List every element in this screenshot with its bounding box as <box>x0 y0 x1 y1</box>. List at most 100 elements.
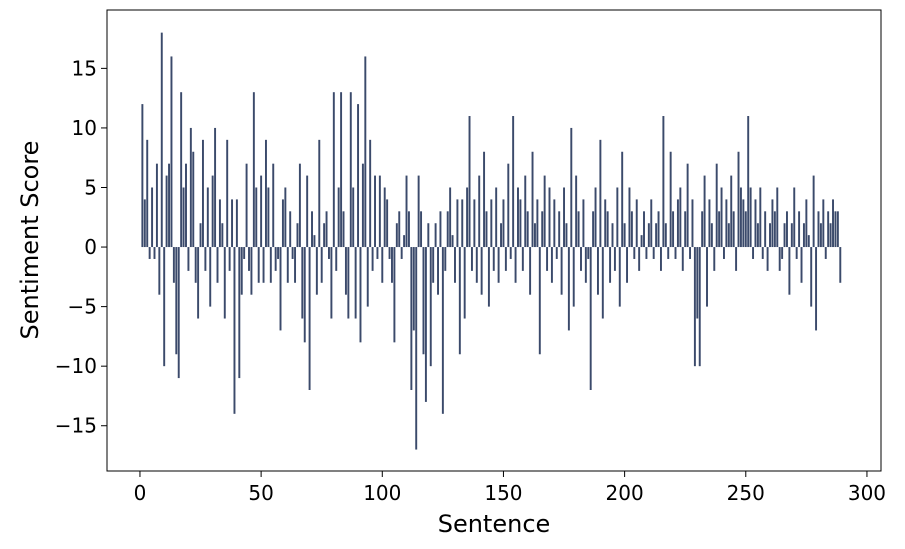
bar <box>233 247 236 414</box>
bar <box>466 187 469 248</box>
bar <box>272 163 275 248</box>
bar <box>340 92 343 248</box>
bar <box>240 247 243 295</box>
bar <box>381 247 384 283</box>
bar <box>420 211 423 248</box>
bar <box>495 187 498 248</box>
x-axis-label: Sentence <box>438 510 551 538</box>
bar <box>298 163 301 248</box>
bar <box>301 247 304 319</box>
bar <box>623 223 626 248</box>
bar <box>216 247 219 283</box>
bar <box>277 247 280 259</box>
bar <box>361 163 364 248</box>
bar <box>817 211 820 248</box>
bar <box>492 247 495 271</box>
bar <box>819 223 822 248</box>
bar <box>689 247 692 259</box>
bar <box>783 223 786 248</box>
bar <box>730 175 733 248</box>
bar <box>832 199 834 248</box>
bar <box>752 247 755 259</box>
bar <box>626 247 629 283</box>
bar <box>776 187 779 248</box>
bar <box>781 247 784 259</box>
bar <box>628 187 631 248</box>
bar <box>655 223 658 248</box>
bar <box>575 175 578 248</box>
bar <box>371 247 374 271</box>
bar <box>827 211 830 248</box>
bar <box>533 223 536 248</box>
bar <box>434 223 437 248</box>
bar <box>407 211 410 248</box>
bar <box>502 199 505 248</box>
bar <box>630 211 633 248</box>
x-tick-label: 100 <box>363 481 401 505</box>
bar <box>160 32 163 248</box>
bar <box>347 247 350 319</box>
bar <box>543 175 546 248</box>
bar <box>529 247 532 295</box>
bar <box>206 187 209 248</box>
bar <box>330 247 333 319</box>
bar <box>228 247 231 271</box>
bar <box>478 175 481 248</box>
y-axis-label: Sentiment Score <box>16 141 44 340</box>
bar <box>536 199 539 248</box>
bar <box>357 104 360 248</box>
bar <box>686 163 689 248</box>
bar <box>490 199 493 248</box>
bar <box>185 163 187 248</box>
bar <box>735 247 738 271</box>
bar <box>497 247 500 283</box>
bar <box>640 235 643 248</box>
bar <box>211 175 214 248</box>
bar <box>374 175 376 248</box>
bar <box>829 223 832 248</box>
bar <box>786 211 788 248</box>
bar <box>773 211 776 248</box>
bar <box>555 247 558 259</box>
bar <box>143 199 146 248</box>
bar <box>320 247 323 283</box>
bar <box>599 139 602 248</box>
bar <box>810 247 813 307</box>
bar <box>354 247 357 319</box>
bar <box>766 247 769 271</box>
bar <box>439 211 442 248</box>
bar <box>742 199 745 248</box>
bar <box>744 211 747 248</box>
bar <box>323 223 326 248</box>
bar <box>693 247 696 367</box>
bar <box>214 127 217 248</box>
bar <box>303 247 306 343</box>
bar <box>754 199 757 248</box>
bar <box>226 139 229 248</box>
bar <box>454 247 456 283</box>
bar <box>541 211 544 248</box>
bar <box>659 247 662 271</box>
bar <box>415 247 418 450</box>
bar <box>713 247 716 271</box>
bar <box>311 211 313 248</box>
bar <box>344 247 347 295</box>
bar <box>201 139 204 248</box>
bar <box>383 187 386 248</box>
bar <box>504 247 507 271</box>
bar <box>815 247 818 331</box>
bar <box>291 247 294 259</box>
bar <box>328 247 330 259</box>
bar <box>538 247 541 355</box>
bar <box>521 247 524 271</box>
bar <box>199 223 202 248</box>
bar <box>412 247 415 331</box>
bar <box>148 247 151 259</box>
bar <box>524 175 527 248</box>
bar <box>458 247 461 355</box>
bar <box>376 247 379 259</box>
bar <box>606 211 609 248</box>
bar <box>286 247 289 283</box>
bar <box>461 199 464 248</box>
bar <box>769 223 771 248</box>
